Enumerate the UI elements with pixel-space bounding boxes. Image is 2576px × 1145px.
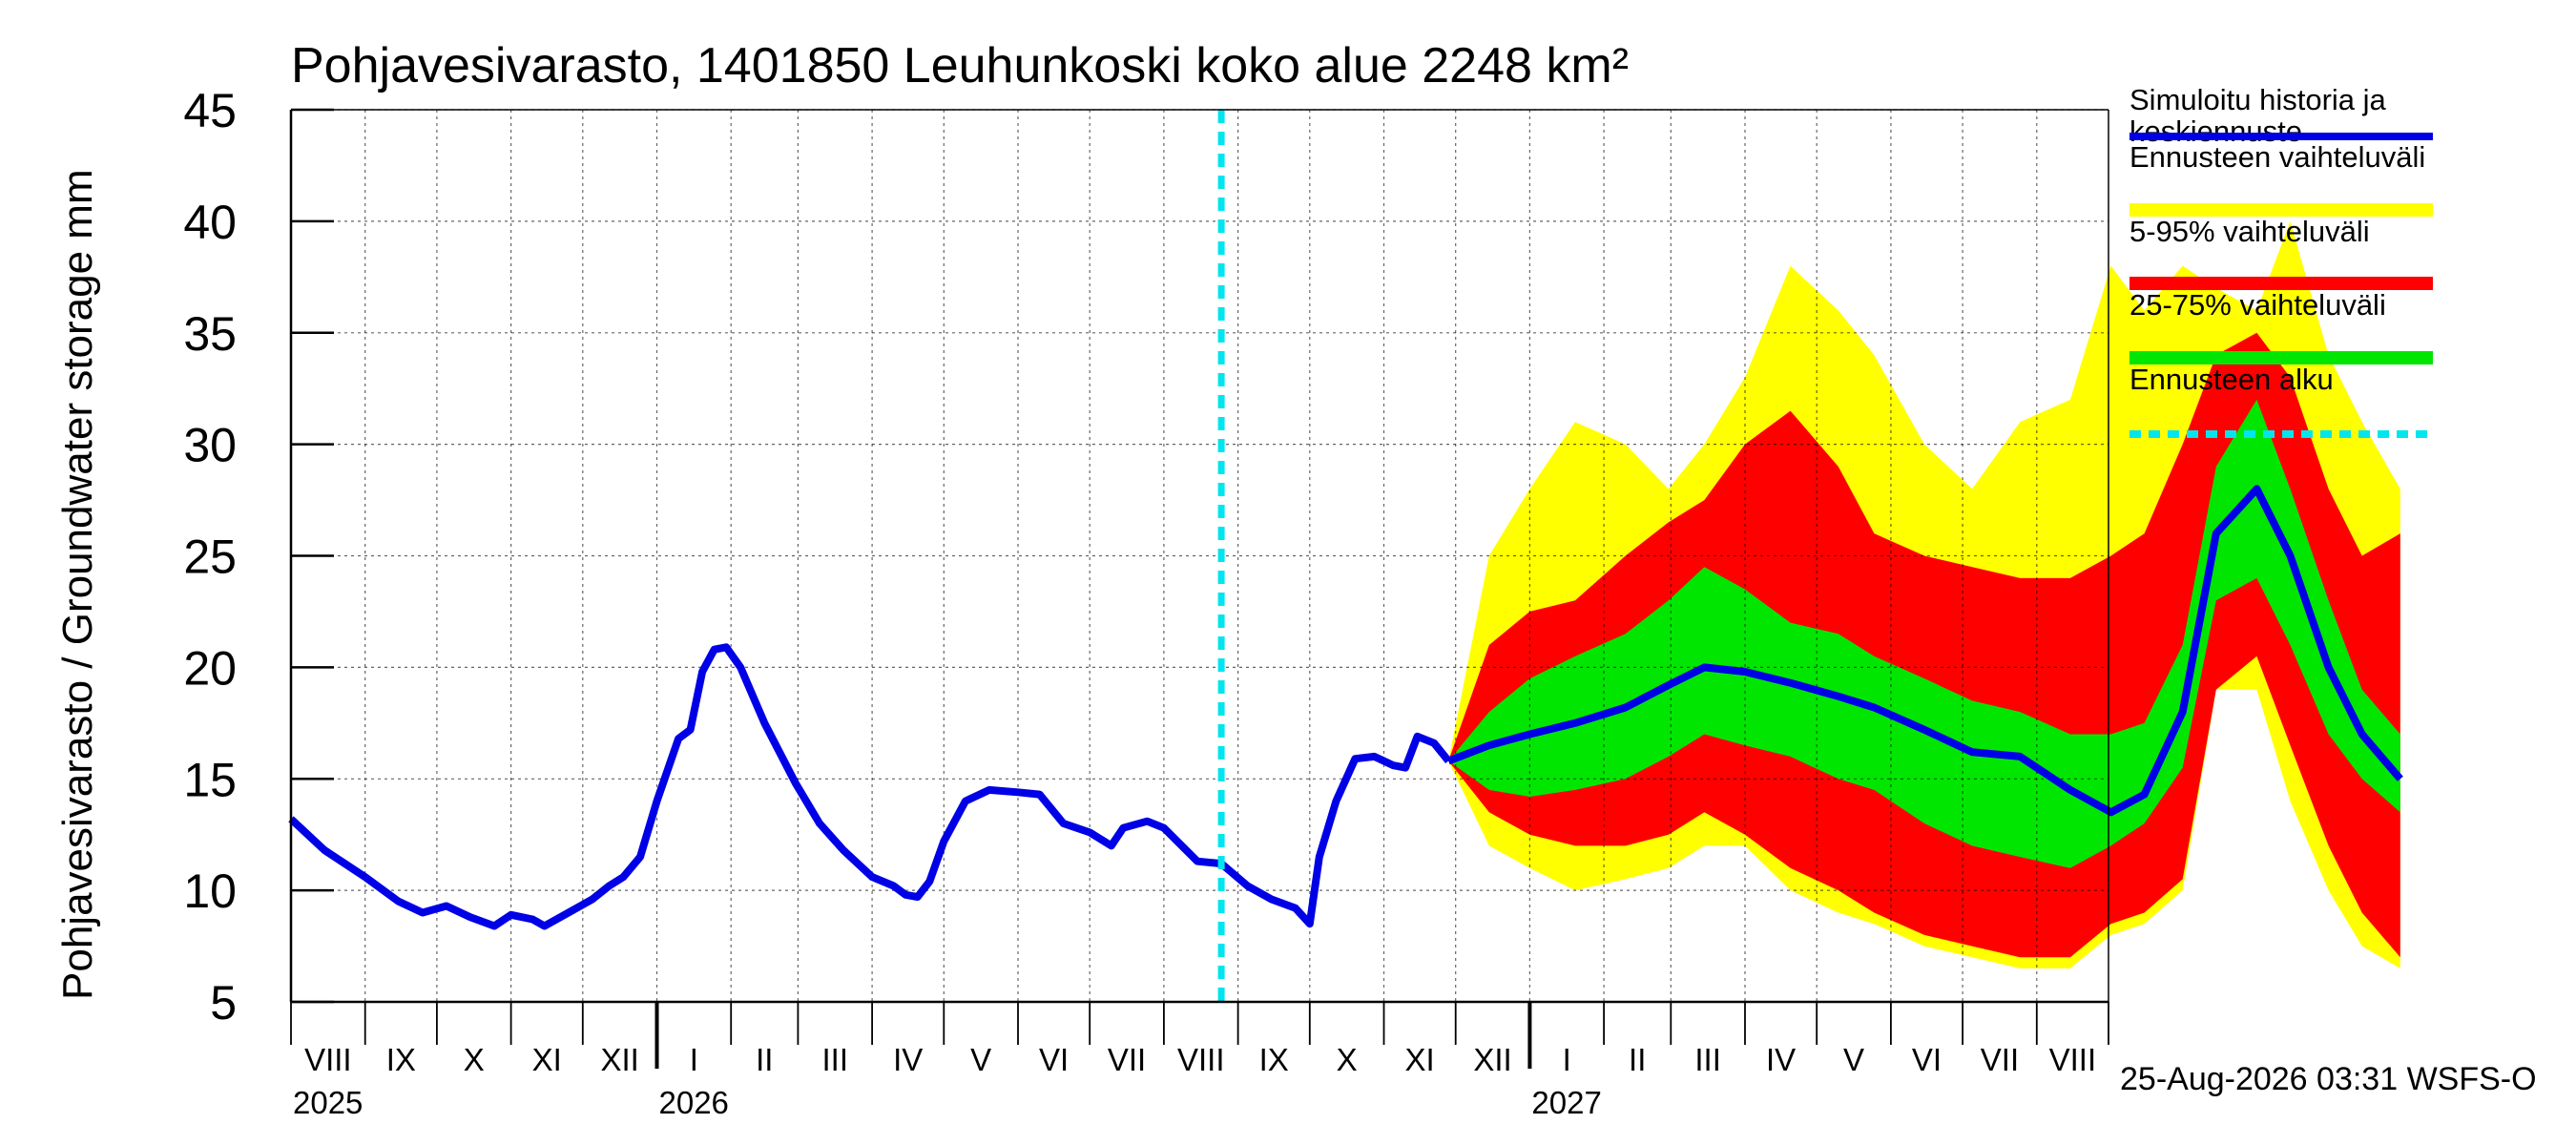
year-label: 2027	[1531, 1085, 1601, 1120]
legend-label: keskiennuste	[2129, 114, 2302, 148]
month-label: VII	[1981, 1042, 2019, 1077]
history-line	[288, 643, 1452, 930]
y-tick-label: 10	[183, 864, 237, 918]
month-label: V	[1843, 1042, 1864, 1077]
month-label: XI	[1405, 1042, 1435, 1077]
legend-label: Ennusteen vaihteluväli	[2129, 140, 2425, 174]
month-label: X	[1337, 1042, 1358, 1077]
series-lines	[288, 110, 2403, 1002]
y-tick-label: 45	[183, 84, 237, 137]
year-label: 2026	[659, 1085, 729, 1120]
y-tick-label: 30	[183, 419, 237, 472]
month-label: VI	[1039, 1042, 1069, 1077]
month-label: V	[970, 1042, 991, 1077]
month-label: IV	[1766, 1042, 1796, 1077]
footer-timestamp: 25-Aug-2026 03:31 WSFS-O	[2120, 1061, 2537, 1097]
y-tick-label: 15	[183, 753, 237, 806]
month-label: II	[1629, 1042, 1646, 1077]
month-label: XII	[600, 1042, 638, 1077]
forecast-median-line	[1446, 485, 2403, 817]
month-label: IV	[893, 1042, 923, 1077]
p5-p95-band	[1448, 332, 2400, 958]
y-tick-label: 20	[183, 641, 237, 695]
year-label: 2025	[293, 1085, 363, 1120]
legend: Simuloitu historia jakeskiennusteEnnuste…	[2129, 83, 2433, 438]
month-label: VIII	[1177, 1042, 1225, 1077]
legend-label: 5-95% vaihteluväli	[2129, 215, 2370, 248]
y-axis-label: Pohjavesivarasto / Groundwater storage m…	[54, 169, 101, 1000]
month-label: VI	[1912, 1042, 1942, 1077]
month-label: IX	[386, 1042, 416, 1077]
month-label: I	[690, 1042, 698, 1077]
month-label: VIII	[2049, 1042, 2097, 1077]
month-label: I	[1563, 1042, 1571, 1077]
month-label: III	[821, 1042, 848, 1077]
legend-label: Simuloitu historia ja	[2129, 83, 2387, 116]
month-label: III	[1694, 1042, 1721, 1077]
y-tick-label: 40	[183, 196, 237, 249]
month-label: II	[756, 1042, 773, 1077]
month-label: XI	[532, 1042, 562, 1077]
month-label: VII	[1108, 1042, 1146, 1077]
y-tick-label: 35	[183, 307, 237, 361]
gridlines	[291, 109, 2109, 1002]
legend-label: Ennusteen alku	[2129, 363, 2334, 396]
month-label: XII	[1473, 1042, 1511, 1077]
legend-label: 25-75% vaihteluväli	[2129, 288, 2386, 322]
chart-title: Pohjavesivarasto, 1401850 Leuhunkoski ko…	[291, 38, 1629, 94]
month-label: X	[464, 1042, 485, 1077]
y-tick-label: 5	[210, 976, 237, 1030]
month-label: VIII	[304, 1042, 352, 1077]
axes	[289, 108, 2109, 1069]
month-label: IX	[1259, 1042, 1289, 1077]
y-tick-label: 25	[183, 531, 237, 584]
